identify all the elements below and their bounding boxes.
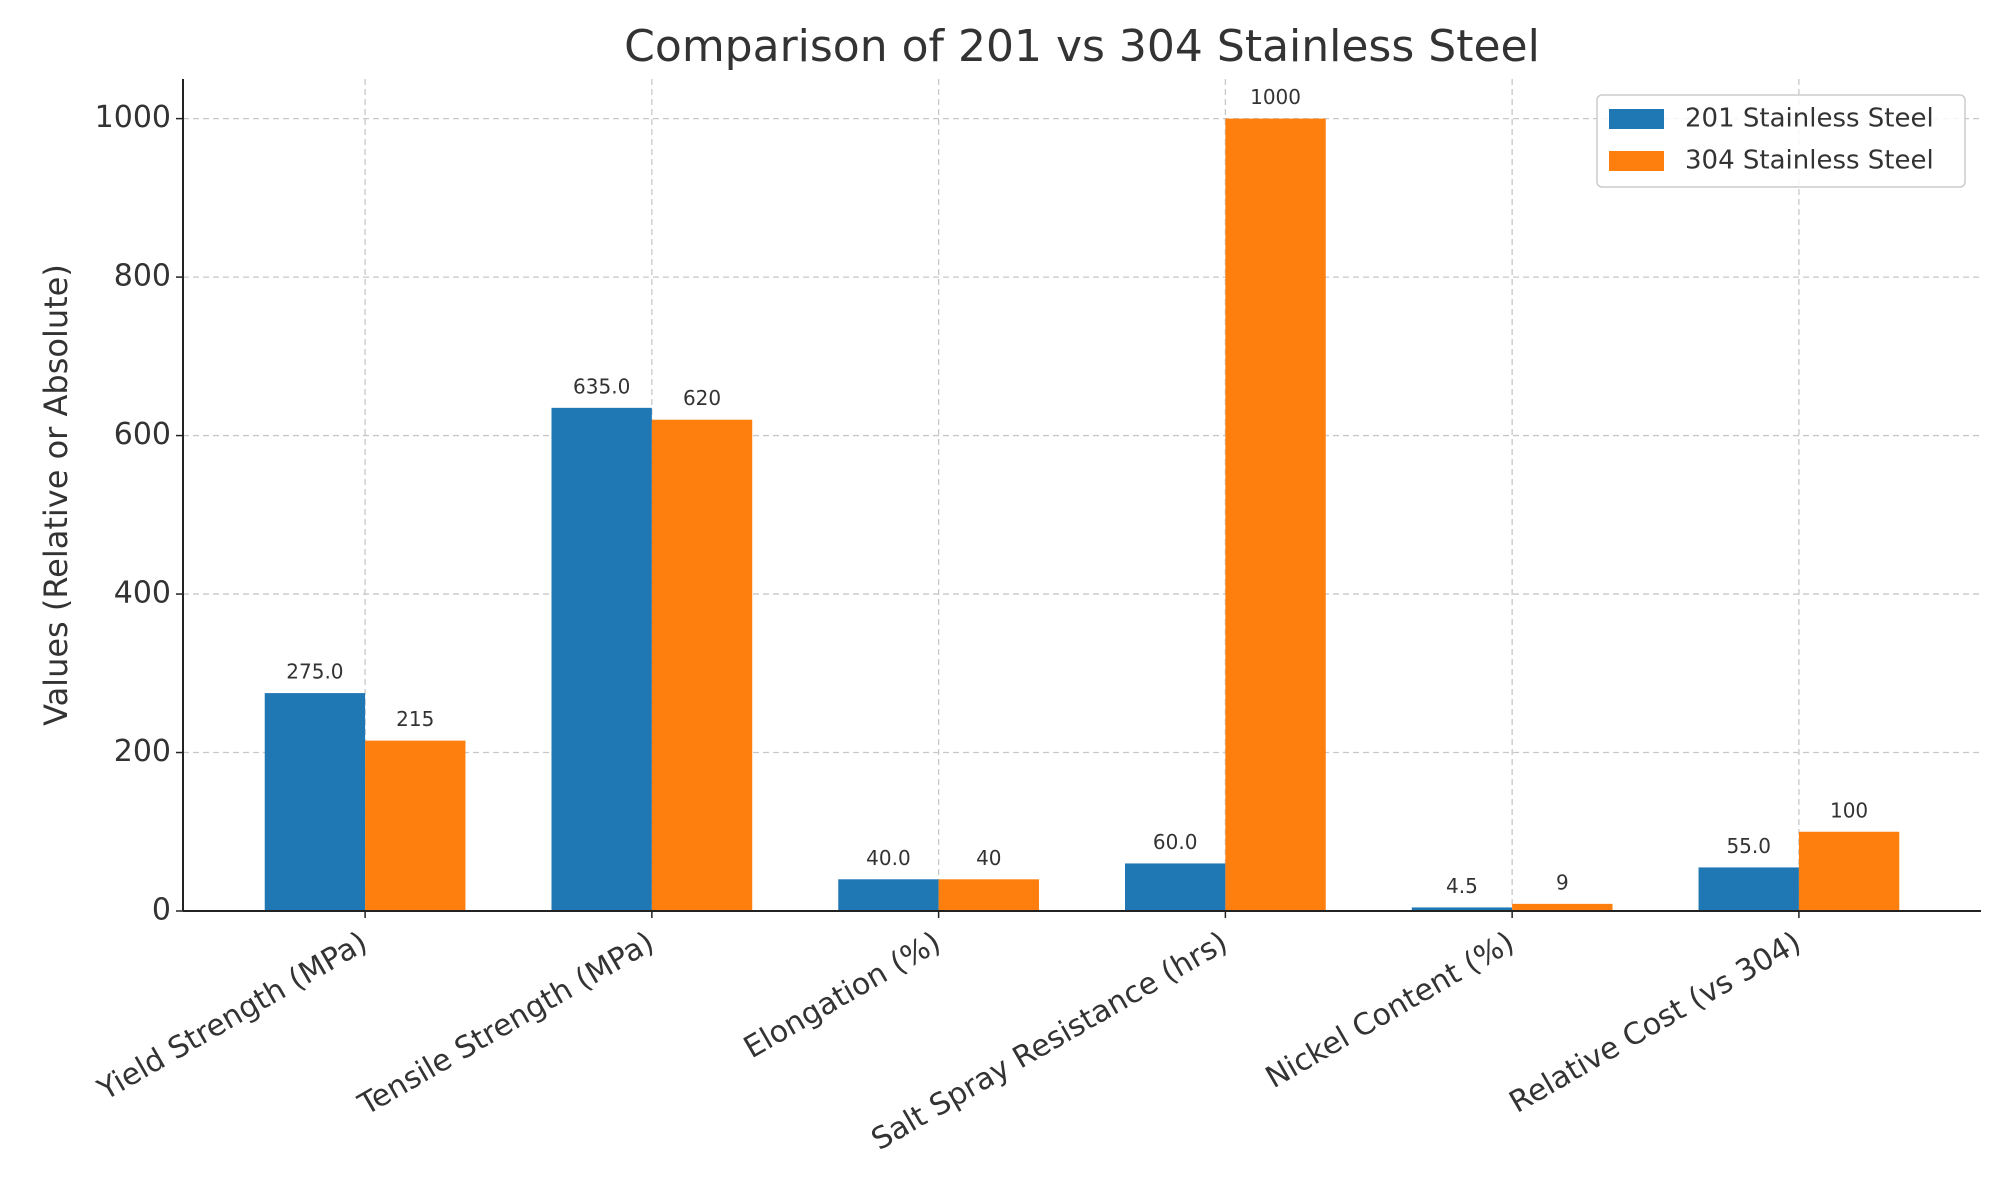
x-tick-label: Tensile Strength (MPa): [352, 925, 660, 1123]
value-label: 60.0: [1153, 830, 1198, 854]
y-tick-label: 400: [114, 576, 171, 611]
y-tick-label: 1000: [95, 100, 171, 135]
value-label: 620: [683, 386, 721, 410]
value-label: 275.0: [286, 660, 343, 684]
bar: [838, 879, 939, 911]
bar: [1698, 867, 1799, 911]
legend-swatch: [1609, 151, 1664, 171]
value-label: 40.0: [866, 846, 911, 870]
y-axis-label: Values (Relative or Absolute): [37, 264, 75, 726]
y-tick-label: 800: [114, 259, 171, 294]
legend-label: 201 Stainless Steel: [1685, 104, 1934, 134]
bar: [1798, 831, 1900, 911]
value-label: 1000: [1250, 85, 1301, 109]
value-label: 9: [1556, 870, 1569, 894]
value-label: 40: [976, 846, 1001, 870]
bar: [264, 693, 366, 911]
legend-box: [1596, 94, 1966, 188]
chart-title: Comparison of 201 vs 304 Stainless Steel: [624, 21, 1540, 72]
bar: [1225, 118, 1326, 912]
x-tick-label: Nickel Content (%): [1260, 925, 1521, 1096]
value-label: 4.5: [1446, 874, 1478, 898]
x-tick-label: Relative Cost (vs 304): [1504, 925, 1808, 1120]
legend-label: 304 Stainless Steel: [1685, 146, 1934, 176]
value-label: 215: [396, 707, 434, 731]
legend-swatch: [1609, 109, 1664, 129]
y-tick-label: 0: [152, 893, 171, 928]
bar: [551, 407, 652, 911]
bar: [938, 879, 1039, 911]
y-tick-label: 200: [114, 734, 171, 769]
bar: [1411, 907, 1513, 911]
x-tick-label: Yield Strength (MPa): [91, 925, 373, 1108]
value-label: 100: [1830, 798, 1868, 822]
value-label: 635.0: [573, 374, 630, 398]
bar: [1512, 903, 1613, 911]
value-label: 55.0: [1726, 834, 1771, 858]
x-tick-label: Elongation (%): [738, 925, 947, 1066]
bar: [651, 419, 753, 911]
y-tick-label: 600: [114, 417, 171, 452]
bar: [1125, 863, 1226, 911]
bar: [365, 740, 466, 911]
